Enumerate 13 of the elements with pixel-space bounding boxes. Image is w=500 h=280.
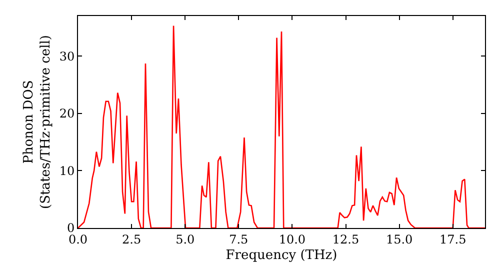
line-series bbox=[78, 25, 485, 228]
x-tick-label: 7.5 bbox=[229, 232, 248, 246]
y-tick-label: 30 bbox=[59, 49, 75, 64]
x-tick-label: 15.0 bbox=[386, 232, 413, 246]
x-tick-label: 5.0 bbox=[176, 232, 195, 246]
y-axis-title: Phonon DOS (States/THz·primitive cell) bbox=[21, 34, 54, 210]
x-tick-label: 2.5 bbox=[122, 232, 142, 246]
x-tick-label: 12.5 bbox=[332, 232, 360, 246]
y-tick-label: 10 bbox=[59, 164, 75, 178]
x-tick-label: 17.5 bbox=[440, 232, 466, 246]
x-axis-title: Frequency (THz) bbox=[226, 248, 338, 263]
y-tick-label: 20 bbox=[59, 106, 75, 121]
x-tick-label: 10.0 bbox=[278, 232, 306, 246]
